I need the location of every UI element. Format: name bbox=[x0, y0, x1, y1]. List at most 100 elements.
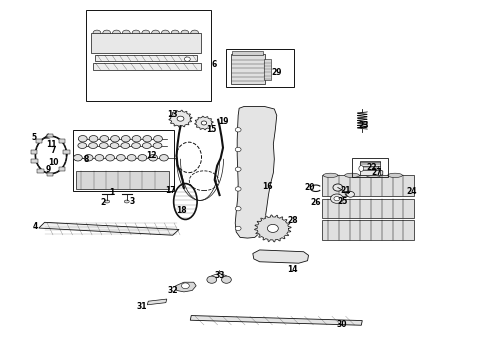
Text: 30: 30 bbox=[337, 320, 347, 329]
Circle shape bbox=[235, 128, 241, 132]
Text: 19: 19 bbox=[218, 117, 228, 126]
Ellipse shape bbox=[152, 30, 159, 36]
Ellipse shape bbox=[191, 30, 198, 36]
Polygon shape bbox=[253, 250, 309, 263]
Ellipse shape bbox=[388, 173, 402, 177]
Text: 16: 16 bbox=[262, 182, 272, 191]
Text: 29: 29 bbox=[271, 68, 282, 77]
Ellipse shape bbox=[132, 143, 141, 148]
Text: 13: 13 bbox=[168, 110, 178, 119]
Circle shape bbox=[331, 194, 343, 203]
Polygon shape bbox=[195, 116, 213, 130]
Ellipse shape bbox=[122, 135, 130, 142]
Bar bbox=[91, 33, 201, 53]
Bar bbox=[31, 159, 38, 163]
Text: 11: 11 bbox=[46, 140, 57, 149]
Polygon shape bbox=[175, 282, 196, 292]
Ellipse shape bbox=[84, 154, 93, 161]
Circle shape bbox=[207, 276, 217, 283]
Text: 24: 24 bbox=[407, 187, 417, 196]
Circle shape bbox=[334, 197, 340, 201]
Text: 6: 6 bbox=[212, 60, 217, 69]
Bar bbox=[352, 158, 388, 177]
Text: 3: 3 bbox=[129, 197, 134, 206]
Ellipse shape bbox=[95, 154, 104, 161]
Bar bbox=[76, 171, 169, 189]
Ellipse shape bbox=[153, 143, 162, 148]
Ellipse shape bbox=[122, 30, 130, 36]
Circle shape bbox=[74, 155, 81, 160]
Text: 7: 7 bbox=[51, 146, 56, 155]
Text: 17: 17 bbox=[166, 185, 176, 194]
Ellipse shape bbox=[161, 30, 169, 36]
Bar bbox=[59, 139, 65, 143]
Text: 10: 10 bbox=[48, 158, 59, 167]
Text: 4: 4 bbox=[32, 222, 38, 231]
Circle shape bbox=[184, 57, 190, 61]
Circle shape bbox=[235, 207, 241, 211]
Ellipse shape bbox=[344, 173, 359, 177]
Ellipse shape bbox=[132, 135, 141, 142]
Ellipse shape bbox=[93, 30, 101, 36]
Ellipse shape bbox=[117, 154, 125, 161]
Text: 8: 8 bbox=[83, 155, 89, 164]
Bar bbox=[322, 175, 414, 196]
Ellipse shape bbox=[171, 30, 179, 36]
Polygon shape bbox=[235, 107, 277, 238]
Bar bbox=[86, 10, 211, 101]
Polygon shape bbox=[254, 215, 291, 242]
Text: 12: 12 bbox=[146, 151, 156, 160]
Bar bbox=[35, 139, 42, 143]
Circle shape bbox=[235, 167, 241, 171]
Bar bbox=[59, 167, 65, 171]
Ellipse shape bbox=[142, 30, 150, 36]
Text: 28: 28 bbox=[288, 216, 298, 225]
Polygon shape bbox=[169, 110, 192, 127]
Ellipse shape bbox=[138, 154, 147, 161]
Bar bbox=[322, 220, 414, 240]
Bar bbox=[31, 150, 37, 154]
Ellipse shape bbox=[100, 135, 109, 142]
Ellipse shape bbox=[143, 143, 151, 148]
Polygon shape bbox=[190, 316, 362, 325]
Text: 22: 22 bbox=[367, 163, 377, 172]
Bar bbox=[360, 161, 380, 175]
Circle shape bbox=[235, 147, 241, 152]
Ellipse shape bbox=[159, 154, 168, 161]
Ellipse shape bbox=[127, 154, 136, 161]
Circle shape bbox=[345, 191, 352, 196]
Bar bbox=[63, 150, 70, 154]
Text: 5: 5 bbox=[31, 133, 36, 142]
Ellipse shape bbox=[78, 135, 87, 142]
Text: 18: 18 bbox=[176, 206, 187, 215]
Ellipse shape bbox=[181, 30, 189, 36]
Bar bbox=[47, 134, 53, 137]
Circle shape bbox=[268, 224, 278, 233]
Ellipse shape bbox=[143, 135, 152, 142]
Text: 32: 32 bbox=[168, 286, 178, 295]
Ellipse shape bbox=[323, 173, 338, 177]
Circle shape bbox=[346, 192, 354, 197]
Polygon shape bbox=[147, 299, 167, 305]
Bar bbox=[95, 55, 197, 61]
Ellipse shape bbox=[113, 30, 121, 36]
Text: 15: 15 bbox=[207, 125, 217, 134]
Polygon shape bbox=[372, 169, 383, 176]
Circle shape bbox=[235, 226, 241, 230]
Text: 25: 25 bbox=[338, 197, 348, 206]
Ellipse shape bbox=[105, 200, 110, 203]
Polygon shape bbox=[39, 222, 179, 235]
Text: 31: 31 bbox=[136, 302, 147, 311]
Ellipse shape bbox=[74, 154, 82, 161]
Circle shape bbox=[235, 187, 241, 191]
Ellipse shape bbox=[106, 154, 115, 161]
Text: 1: 1 bbox=[109, 188, 115, 197]
Circle shape bbox=[333, 184, 343, 191]
Ellipse shape bbox=[359, 166, 364, 171]
Ellipse shape bbox=[103, 30, 111, 36]
Ellipse shape bbox=[89, 143, 98, 148]
Bar bbox=[322, 199, 414, 219]
Ellipse shape bbox=[78, 143, 87, 148]
Text: 9: 9 bbox=[46, 165, 51, 174]
Bar bbox=[73, 130, 174, 192]
